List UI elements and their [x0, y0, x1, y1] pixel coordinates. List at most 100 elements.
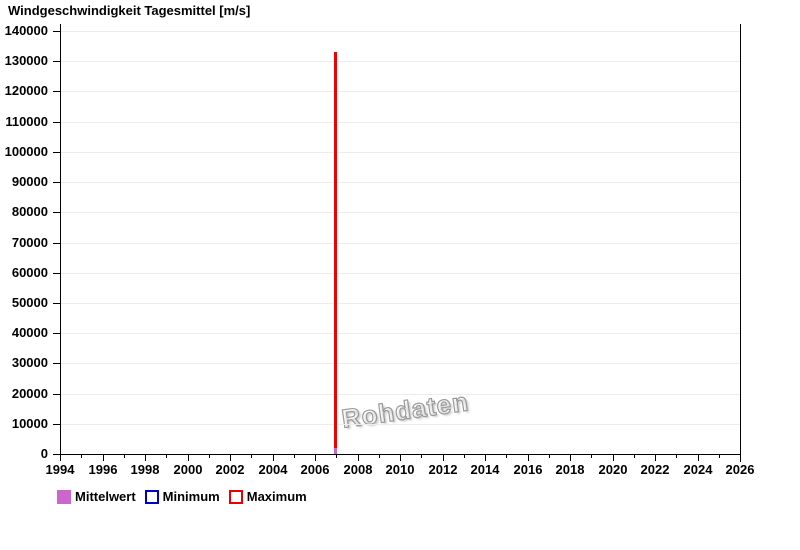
series-spike-maximum — [334, 52, 337, 454]
x-tick-mark-minor — [719, 454, 720, 458]
y-gridline — [61, 212, 740, 214]
y-gridline — [61, 31, 740, 32]
legend-item-mittelwert: Mittelwert — [57, 489, 136, 504]
x-tick-label: 2026 — [725, 462, 755, 477]
x-tick-mark-minor — [549, 454, 550, 458]
y-gridline — [61, 302, 740, 304]
y-tick-mark — [53, 242, 60, 244]
y-tick-label: 90000 — [11, 174, 48, 190]
x-tick-mark-minor — [166, 454, 167, 458]
y-tick-mark — [53, 182, 60, 184]
x-tick-label: 2006 — [300, 462, 330, 477]
x-tick-mark-major — [103, 454, 104, 461]
legend-label-minimum: Minimum — [162, 489, 220, 504]
x-tick-label: 2022 — [640, 462, 670, 477]
x-tick-mark-minor — [379, 454, 380, 458]
y-tick-label: 80000 — [11, 204, 48, 220]
y-gridline — [61, 393, 740, 395]
y-tick-mark — [53, 302, 60, 304]
y-tick-mark — [53, 454, 60, 455]
x-tick-label: 2000 — [173, 462, 203, 477]
x-tick-mark-minor — [124, 454, 125, 458]
y-gridline — [61, 363, 740, 365]
y-tick-label: 140000 — [4, 23, 48, 38]
y-gridline — [61, 121, 740, 123]
y-tick-label: 60000 — [11, 264, 48, 280]
y-tick-label: 40000 — [11, 325, 48, 341]
mittelwert-swatch-icon — [57, 489, 71, 504]
y-tick-mark — [53, 333, 60, 335]
x-tick-mark-major — [230, 454, 231, 461]
x-tick-mark-major — [613, 454, 614, 461]
x-tick-label: 2016 — [513, 462, 543, 477]
y-gridline — [61, 423, 740, 425]
x-tick-label: 2014 — [470, 462, 500, 477]
y-tick-label: 130000 — [4, 53, 48, 69]
x-tick-label: 2002 — [215, 462, 245, 477]
x-tick-label: 2010 — [385, 462, 415, 477]
legend: Mittelwert Minimum Maximum — [57, 489, 307, 504]
x-tick-label: 2008 — [343, 462, 373, 477]
legend-item-minimum: Minimum — [144, 489, 220, 504]
x-tick-mark-major — [485, 454, 486, 461]
x-tick-label: 1994 — [45, 462, 75, 477]
x-tick-mark-major — [188, 454, 189, 461]
x-tick-mark-major — [60, 454, 61, 461]
maximum-swatch-icon — [228, 489, 243, 504]
y-tick-label: 0 — [40, 446, 48, 461]
x-tick-mark-minor — [294, 454, 295, 458]
y-tick-label: 30000 — [11, 355, 48, 371]
y-tick-label: 10000 — [11, 415, 48, 431]
y-tick-mark — [53, 91, 60, 93]
y-tick-label: 120000 — [4, 83, 48, 99]
x-tick-label: 1996 — [88, 462, 118, 477]
x-tick-mark-minor — [634, 454, 635, 458]
y-gridline — [61, 151, 740, 153]
x-tick-mark-major — [570, 454, 571, 461]
x-tick-label: 1998 — [130, 462, 160, 477]
y-gridline — [61, 272, 740, 274]
x-tick-label: 2012 — [428, 462, 458, 477]
y-tick-mark — [53, 61, 60, 63]
x-tick-mark-minor — [676, 454, 677, 458]
x-tick-mark-major — [528, 454, 529, 461]
legend-label-maximum: Maximum — [246, 489, 307, 504]
x-axis-line — [60, 454, 741, 455]
y-tick-mark — [53, 423, 60, 425]
y-tick-mark — [53, 212, 60, 214]
x-tick-label: 2024 — [683, 462, 713, 477]
y-tick-mark — [53, 151, 60, 153]
y-tick-label: 100000 — [4, 143, 48, 159]
x-tick-mark-minor — [591, 454, 592, 458]
x-tick-mark-major — [655, 454, 656, 461]
right-border-line — [740, 24, 741, 462]
y-gridline — [61, 91, 740, 93]
x-tick-mark-minor — [81, 454, 82, 458]
y-tick-mark — [53, 272, 60, 274]
x-tick-mark-major — [315, 454, 316, 461]
y-gridline — [61, 333, 740, 335]
y-tick-label: 70000 — [11, 234, 48, 250]
y-gridline — [61, 61, 740, 63]
y-tick-mark — [53, 31, 60, 32]
legend-item-maximum: Maximum — [228, 489, 307, 504]
y-gridline — [61, 242, 740, 244]
x-tick-mark-major — [443, 454, 444, 461]
y-tick-mark — [53, 363, 60, 365]
x-tick-mark-major — [273, 454, 274, 461]
y-tick-label: 110000 — [5, 113, 48, 129]
x-tick-mark-minor — [251, 454, 252, 458]
x-tick-mark-minor — [336, 454, 337, 458]
y-gridline — [61, 182, 740, 184]
x-tick-mark-minor — [464, 454, 465, 458]
y-tick-label: 20000 — [11, 385, 48, 401]
y-tick-mark — [53, 393, 60, 395]
y-tick-label: 50000 — [11, 294, 48, 310]
x-tick-label: 2018 — [555, 462, 585, 477]
series-spike-mittelwert — [334, 448, 337, 454]
chart-title: Windgeschwindigkeit Tagesmittel [m/s] — [8, 3, 251, 18]
minimum-swatch-icon — [144, 489, 159, 504]
y-axis-line — [60, 24, 61, 454]
x-tick-label: 2004 — [258, 462, 288, 477]
